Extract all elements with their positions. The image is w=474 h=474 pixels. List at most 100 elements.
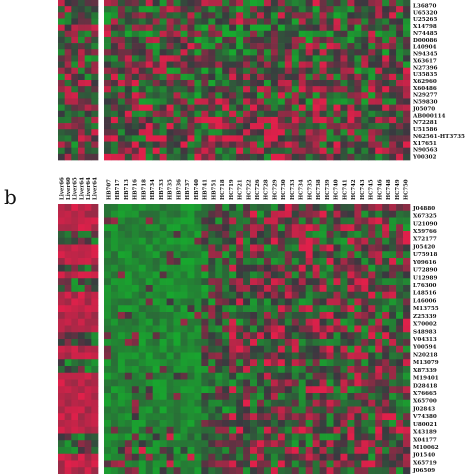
heatmap-cell (291, 426, 300, 434)
heatmap-cell (326, 305, 334, 313)
heatmap-cell (222, 43, 230, 50)
heatmap-cell (104, 278, 112, 286)
heatmap-cell (208, 318, 216, 326)
heatmap-cell (117, 0, 126, 7)
heatmap-cell (124, 123, 133, 130)
heatmap-cell (298, 141, 307, 149)
heatmap-cell (145, 352, 154, 360)
heatmap-cell (291, 447, 300, 455)
heatmap-cell (291, 61, 300, 69)
heatmap-cell (361, 153, 369, 161)
heatmap-cell (215, 339, 223, 347)
heatmap-cell (131, 285, 140, 293)
heatmap-cell (389, 18, 397, 25)
heatmap-cell (71, 231, 79, 239)
sample-label: HC735 (307, 179, 313, 200)
heatmap-cell (284, 210, 293, 218)
heatmap-cell (110, 271, 119, 279)
heatmap-cell (236, 352, 244, 360)
heatmap-cell (389, 440, 397, 448)
heatmap-cell (180, 104, 188, 112)
heatmap-cell (333, 217, 341, 225)
heatmap-cell (403, 80, 411, 87)
heatmap-cell (208, 264, 216, 272)
heatmap-cell (58, 92, 66, 99)
heatmap-cell (145, 406, 154, 414)
heatmap-cell (208, 399, 216, 407)
heatmap-cell (361, 67, 369, 75)
heatmap-cell (312, 386, 320, 394)
heatmap-cell (173, 86, 181, 93)
heatmap-cell (194, 55, 202, 62)
heatmap-cell (104, 359, 112, 367)
heatmap-cell (382, 237, 390, 245)
heatmap-cell (375, 467, 383, 474)
heatmap-cell (71, 153, 79, 161)
heatmap-cell (284, 217, 293, 225)
heatmap-cell (243, 372, 251, 380)
heatmap-cell (180, 237, 188, 245)
heatmap-cell (222, 372, 230, 380)
heatmap-cell (229, 210, 237, 218)
heatmap-cell (84, 55, 92, 62)
heatmap-cell (257, 359, 265, 367)
heatmap-cell (84, 339, 92, 347)
heatmap-cell (382, 80, 390, 87)
heatmap-cell (319, 251, 327, 259)
heatmap-cell (382, 352, 390, 360)
heatmap-cell (159, 278, 167, 286)
heatmap-cell (312, 406, 320, 414)
heatmap-cell (64, 135, 72, 142)
heatmap-cell (354, 339, 362, 347)
heatmap-cell (333, 406, 341, 414)
heatmap-cell (250, 217, 258, 225)
heatmap-cell (159, 135, 167, 142)
heatmap-cell (124, 426, 133, 434)
heatmap-cell (403, 325, 411, 333)
heatmap-cell (291, 123, 300, 130)
heatmap-cell (58, 352, 66, 360)
heatmap-cell (347, 285, 355, 293)
heatmap-cell (382, 49, 390, 56)
heatmap-cell (305, 123, 313, 130)
heatmap-cell (58, 291, 66, 299)
heatmap-cell (298, 73, 307, 81)
heatmap-cell (257, 318, 265, 326)
heatmap-cell (71, 80, 79, 87)
heatmap-cell (340, 210, 348, 218)
heatmap-cell (117, 339, 126, 347)
heatmap-cell (194, 372, 202, 380)
heatmap-cell (257, 0, 265, 7)
heatmap-cell (152, 386, 160, 394)
heatmap-cell (131, 110, 140, 118)
heatmap-cell (180, 24, 188, 32)
heatmap-cell (117, 67, 126, 75)
heatmap-cell (250, 345, 258, 353)
heatmap-cell (64, 386, 72, 394)
heatmap-cell (215, 0, 223, 7)
heatmap-cell (152, 43, 160, 50)
heatmap-cell (84, 147, 92, 155)
heatmap-cell (180, 73, 188, 81)
heatmap-cell (187, 80, 195, 87)
heatmap-cell (333, 440, 341, 448)
heatmap-cell (305, 204, 313, 212)
heatmap-cell (291, 135, 300, 142)
heatmap-cell (312, 244, 320, 252)
heatmap-cell (382, 258, 390, 266)
heatmap-cell (236, 447, 244, 455)
heatmap-cell (229, 258, 237, 266)
heatmap-cell (277, 291, 286, 299)
heatmap-cell (201, 447, 209, 455)
gene-label: M13079 (413, 360, 439, 366)
heatmap-cell (361, 393, 369, 401)
heatmap-cell (312, 36, 320, 44)
heatmap-cell (187, 393, 195, 401)
heatmap-cell (354, 18, 362, 25)
heatmap-cell (173, 433, 181, 441)
heatmap-cell (194, 110, 202, 118)
heatmap-cell (78, 420, 86, 428)
heatmap-cell (104, 210, 112, 218)
heatmap-cell (243, 467, 251, 474)
heatmap-cell (277, 86, 286, 93)
